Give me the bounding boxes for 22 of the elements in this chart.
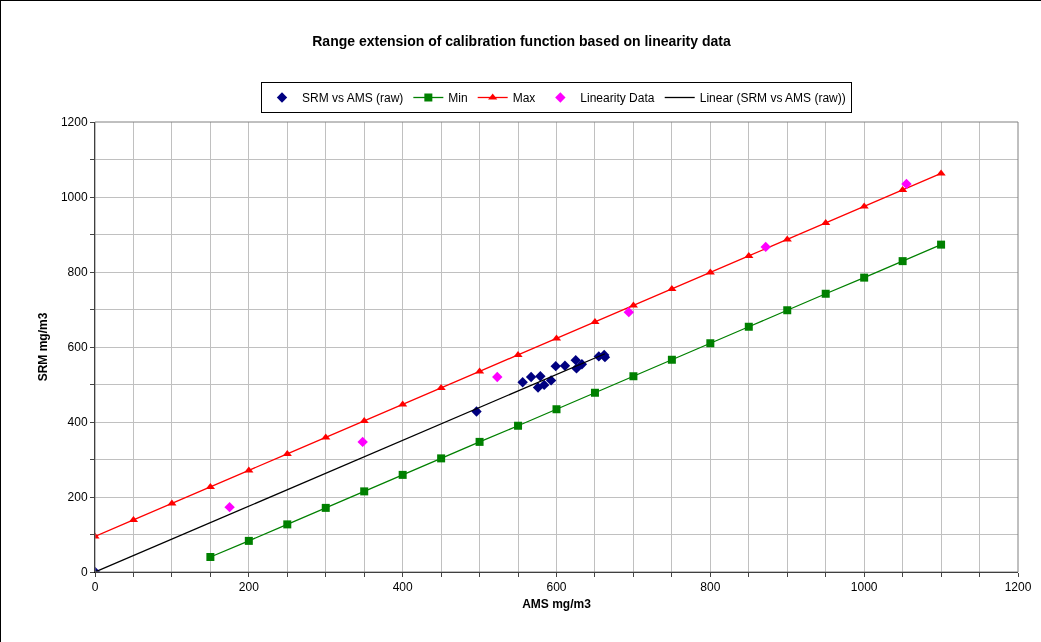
- x-tick-label: 1000: [850, 580, 878, 595]
- legend-label: Min: [448, 91, 468, 106]
- x-tick-label: 800: [700, 580, 721, 595]
- legend-label: SRM vs AMS (raw): [302, 91, 404, 106]
- x-axis-title: AMS mg/m3: [522, 597, 592, 612]
- y-tick-label: 1200: [60, 115, 88, 130]
- y-tick-label: 800: [67, 265, 88, 280]
- chart-title: Range extension of calibration function based on linearity data: [312, 33, 731, 50]
- y-tick-label: 200: [67, 490, 88, 505]
- legend-label: Linear (SRM vs AMS (raw)): [699, 91, 846, 106]
- y-axis-title: SRM mg/m3: [36, 312, 51, 382]
- y-tick-label: 0: [80, 565, 88, 580]
- x-tick-label: 0: [91, 580, 99, 595]
- y-tick-label: 1000: [60, 190, 88, 205]
- y-tick-label: 400: [67, 415, 88, 430]
- x-tick-label: 600: [546, 580, 567, 595]
- x-tick-label: 400: [392, 580, 413, 595]
- x-tick-label: 1200: [1004, 580, 1032, 595]
- legend-label: Max: [512, 91, 536, 106]
- legend-label: Linearity Data: [580, 91, 655, 106]
- x-tick-label: 200: [238, 580, 260, 595]
- y-tick-label: 600: [67, 340, 88, 355]
